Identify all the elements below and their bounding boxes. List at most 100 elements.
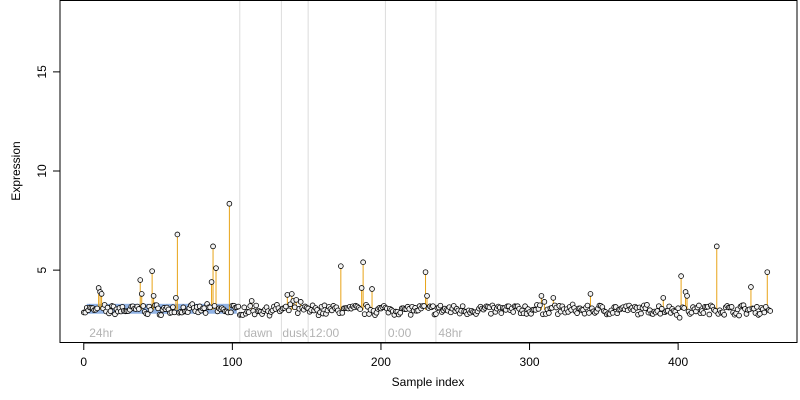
y-axis: 5 10 15 (35, 65, 61, 273)
data-point (537, 302, 543, 309)
data-point (360, 259, 366, 266)
data-point (140, 303, 147, 309)
data-point (678, 273, 684, 279)
data-point (170, 304, 176, 310)
data-point (764, 269, 771, 275)
data-point (293, 297, 300, 303)
data-point (736, 312, 742, 319)
data-point (437, 302, 444, 309)
data-point (721, 312, 727, 318)
data-point (422, 269, 429, 275)
data-points (80, 200, 774, 321)
y-axis-label: Expression (9, 141, 23, 200)
data-point (137, 277, 144, 283)
data-point (761, 309, 768, 316)
y-tick-label: 15 (35, 65, 49, 79)
data-point (357, 306, 363, 312)
data-point (433, 311, 439, 317)
data-point (288, 291, 295, 297)
data-point (287, 301, 294, 308)
region-label: 0:00 (388, 326, 412, 340)
region-label: dawn (244, 326, 273, 340)
data-point (644, 302, 650, 308)
data-point (210, 243, 216, 250)
data-point (407, 312, 414, 318)
data-point (202, 310, 209, 316)
data-point (253, 302, 259, 309)
data-point (247, 303, 253, 309)
data-point (706, 311, 713, 318)
data-point (248, 298, 255, 304)
data-point (424, 293, 430, 299)
data-point (245, 309, 252, 315)
data-point (171, 309, 178, 316)
data-point (213, 265, 219, 271)
region-lines (239, 0, 437, 343)
y-tick-label: 10 (35, 164, 49, 178)
data-point (459, 303, 466, 309)
data-point (173, 295, 179, 301)
data-point (510, 309, 516, 315)
data-point (658, 305, 665, 312)
data-point (574, 310, 580, 316)
data-point (286, 307, 292, 314)
data-point (338, 263, 344, 269)
data-point (587, 291, 594, 297)
data-point (681, 305, 687, 311)
x-tick-label: 0 (80, 355, 87, 369)
data-point (541, 299, 548, 305)
data-point (284, 292, 291, 298)
data-point (676, 314, 683, 321)
data-point (228, 309, 234, 316)
data-point (713, 243, 720, 250)
region-label: 24hr (89, 326, 113, 340)
data-point (138, 291, 145, 297)
data-point (369, 286, 375, 292)
region-label: dusk (282, 326, 308, 340)
data-point (283, 303, 289, 310)
data-point (748, 284, 754, 290)
data-point (149, 268, 155, 274)
data-point (339, 310, 346, 316)
data-point (174, 231, 181, 238)
data-point (609, 310, 616, 316)
region-labels: 24hr dawn dusk 12:00 0:00 48hr (89, 326, 462, 340)
data-point (581, 310, 588, 317)
data-point (147, 307, 154, 313)
y-tick-label: 5 (35, 266, 49, 273)
data-point (235, 303, 242, 310)
region-label: 48hr (438, 326, 462, 340)
region-label: 12:00 (309, 326, 339, 340)
data-point (754, 304, 760, 310)
data-point (107, 308, 114, 314)
data-point (696, 302, 702, 309)
data-point (150, 293, 157, 299)
data-point (684, 293, 690, 299)
data-point (201, 305, 207, 311)
data-point (638, 310, 644, 317)
data-point (211, 303, 218, 309)
data-point (660, 295, 667, 301)
data-point (675, 305, 681, 312)
x-tick-label: 200 (371, 355, 391, 369)
x-tick-label: 300 (520, 355, 540, 369)
data-point (488, 310, 494, 317)
data-point (546, 310, 552, 316)
data-point (241, 304, 248, 311)
data-point (700, 310, 707, 316)
data-point (226, 200, 233, 207)
data-point (135, 306, 142, 312)
data-point (498, 310, 505, 316)
data-point (158, 312, 164, 318)
data-point (358, 285, 365, 291)
data-point (144, 311, 151, 317)
x-axis-label: Sample index (392, 375, 465, 389)
data-point (584, 302, 591, 309)
data-point (98, 291, 105, 297)
data-point (767, 308, 774, 314)
data-point (208, 279, 215, 285)
spike-lines (98, 203, 768, 310)
x-tick-label: 400 (668, 355, 688, 369)
data-point (728, 304, 735, 310)
